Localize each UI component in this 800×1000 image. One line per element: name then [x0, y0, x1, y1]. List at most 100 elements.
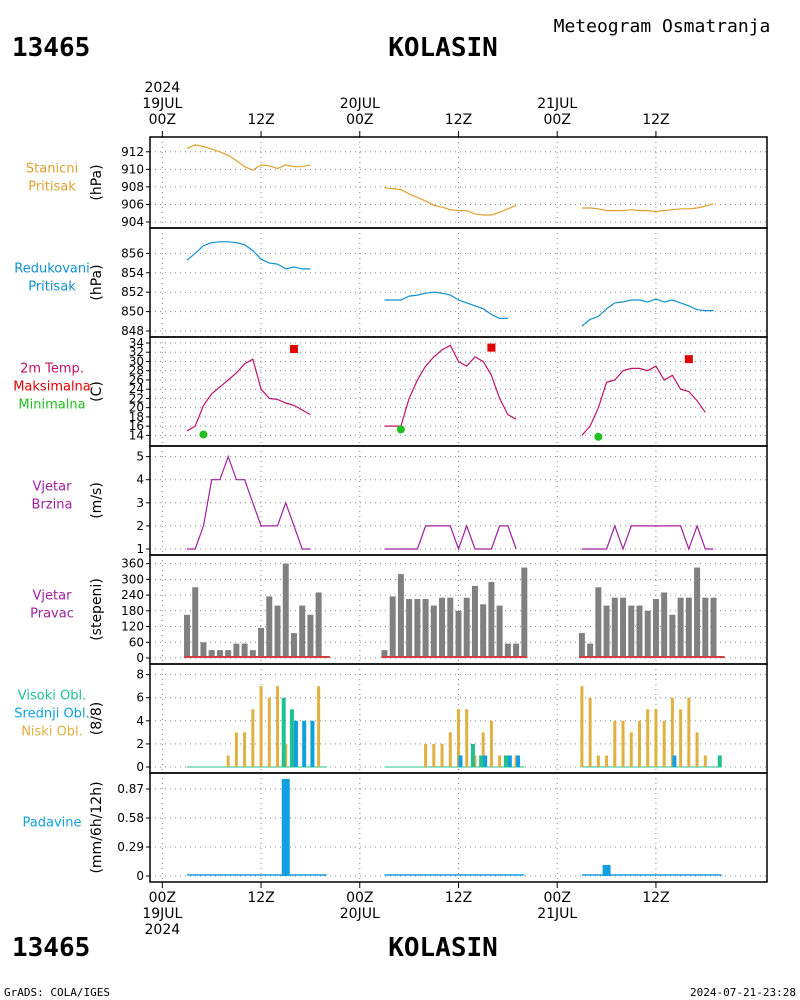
direction-bar	[694, 567, 701, 658]
cloud-bar	[276, 686, 280, 767]
series-line	[186, 241, 311, 270]
direction-bar	[578, 633, 585, 658]
panel-label: Visoki Obl.	[18, 689, 86, 704]
direction-bar	[200, 642, 207, 658]
cloud-bar	[489, 720, 493, 767]
y-tick-label: 906	[121, 197, 144, 211]
tmin-marker	[396, 425, 405, 434]
direction-bar	[587, 643, 594, 658]
y-axis-label: (hPa)	[89, 164, 105, 200]
direction-bar	[603, 605, 610, 658]
panel-frame	[149, 445, 768, 556]
cloud-bar	[672, 755, 677, 767]
direction-bar	[307, 614, 314, 658]
time-label-bottom: 20JUL	[340, 906, 380, 922]
panel-label: Srednji Obl.	[14, 707, 89, 722]
cloud-bar	[670, 697, 674, 767]
product-title: Meteogram Osmatranja	[554, 16, 771, 37]
direction-bar	[455, 610, 462, 658]
cloud-bar	[621, 720, 625, 767]
direction-bar	[422, 599, 429, 658]
y-tick-label: 852	[121, 285, 144, 299]
time-label-bottom: 12Z	[445, 890, 472, 906]
direction-bar	[290, 633, 297, 658]
direction-bar	[381, 650, 388, 658]
panel-label: Minimalna	[18, 398, 85, 413]
direction-bar	[447, 597, 454, 658]
time-label-bottom: 12Z	[247, 890, 274, 906]
direction-bar	[669, 614, 676, 658]
y-tick-label: 5	[136, 450, 144, 464]
panel-label: Pravac	[30, 607, 74, 622]
y-axis-label: (stepeni)	[89, 578, 105, 641]
station-name-bottom: KOLASIN	[388, 933, 498, 963]
cloud-bar	[267, 697, 271, 767]
cloud-bar	[259, 686, 263, 767]
panel-clouds: Visoki Obl. Srednji Obl. Niski Obl. (8/8) 8 6…	[14, 663, 768, 774]
cloud-bar	[662, 720, 666, 767]
y-tick-label: 0.29	[117, 840, 144, 854]
y-axis-label: (C)	[89, 381, 105, 402]
tmax-marker	[684, 355, 693, 364]
cloud-bar	[507, 755, 512, 767]
time-label-bottom: 19JUL	[142, 906, 182, 922]
y-tick-label: 24	[129, 382, 144, 396]
direction-bar	[504, 643, 511, 658]
panel-label: Padavine	[23, 816, 82, 831]
series-line	[581, 298, 714, 327]
cloud-bar	[629, 732, 633, 767]
y-tick-label: 0	[136, 869, 144, 883]
cloud-bar	[613, 720, 617, 767]
direction-bar	[208, 650, 215, 658]
direction-bar	[471, 585, 478, 658]
cloud-bar	[440, 743, 444, 767]
cloud-bar	[516, 755, 521, 767]
y-tick-label: 14	[129, 428, 144, 442]
y-tick-label: 2	[136, 519, 144, 533]
tmin-marker	[199, 430, 208, 439]
series-line	[384, 524, 517, 551]
direction-bar	[430, 605, 437, 658]
station-name-top: KOLASIN	[388, 33, 498, 63]
y-tick-label: 0	[136, 760, 144, 774]
time-label-bottom: 21JUL	[537, 906, 577, 922]
y-tick-label: 30	[129, 354, 144, 368]
cloud-bar	[654, 709, 658, 767]
cloud-bar	[226, 755, 230, 767]
direction-bar	[702, 597, 709, 658]
panel-label: Stanicni	[26, 162, 78, 177]
cloud-bar	[243, 732, 247, 767]
direction-bar	[480, 604, 487, 658]
panel-frame	[149, 336, 768, 447]
direction-bar	[299, 605, 306, 658]
panel-label: Pritisak	[28, 280, 76, 295]
cloud-bar	[317, 686, 321, 767]
y-tick-label: 854	[121, 266, 144, 280]
time-label-bottom: 2024	[145, 922, 181, 938]
cloud-bar	[646, 709, 650, 767]
panel-label: 2m Temp.	[20, 362, 84, 377]
y-tick-label: 32	[129, 345, 144, 359]
direction-bar	[266, 596, 273, 658]
direction-bar	[513, 643, 520, 658]
y-tick-label: 3	[136, 496, 144, 510]
panel-label: Redukovani	[14, 262, 89, 277]
time-label-top: 12Z	[445, 112, 472, 128]
panel-label: Vjetar	[33, 589, 73, 604]
direction-bar	[611, 597, 618, 658]
direction-bar	[414, 599, 421, 658]
cloud-bar	[310, 720, 315, 767]
time-label-top: 19JUL	[142, 96, 182, 112]
series-line	[384, 291, 508, 319]
direction-bar	[463, 597, 470, 658]
panel-wind_speed: Vjetar Brzina (m/s) 5 4 3 2 1	[32, 445, 768, 556]
direction-bar	[661, 592, 668, 658]
direction-bar	[406, 599, 413, 658]
cloud-bar	[498, 755, 502, 767]
direction-bar	[184, 614, 191, 658]
time-label-top: 00Z	[149, 112, 176, 128]
y-tick-label: 120	[121, 620, 144, 634]
cloud-bar	[479, 755, 484, 767]
series-line	[384, 187, 517, 216]
